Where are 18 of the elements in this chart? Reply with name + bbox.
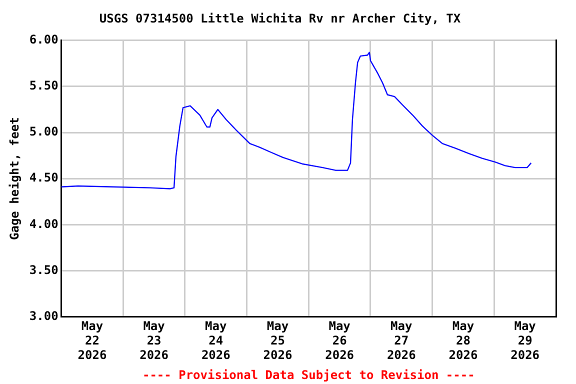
chart-title: USGS 07314500 Little Wichita Rv nr Archer City, TX — [99, 11, 462, 26]
x-tick-label: May 26 2026 — [325, 319, 354, 362]
y-tick-label: 5.50 — [29, 78, 58, 93]
x-tick-label: May 29 2026 — [510, 319, 540, 362]
x-tick-label: May 22 2026 — [78, 319, 107, 362]
x-tick-label: May 25 2026 — [263, 319, 292, 362]
y-tick-label: 3.00 — [29, 308, 58, 323]
x-tick-label: May 24 2026 — [201, 319, 230, 362]
text: ---- Provisional Data Subject to Revision ---- — [142, 368, 475, 382]
y-tick-label: 5.00 — [29, 124, 58, 139]
x-tick-label: May 23 2026 — [140, 319, 169, 362]
y-tick-label: 3.50 — [29, 262, 58, 277]
y-axis-title: Gage height, feet — [7, 117, 22, 240]
y-tick-label: 6.00 — [29, 32, 58, 47]
y-tick-label: 4.50 — [29, 170, 58, 185]
x-tick-label: May 27 2026 — [386, 319, 416, 362]
x-tick-label: May 28 2026 — [448, 319, 478, 362]
y-tick-label: 4.00 — [29, 216, 58, 231]
